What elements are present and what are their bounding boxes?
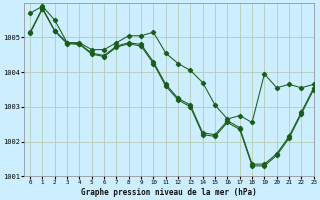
X-axis label: Graphe pression niveau de la mer (hPa): Graphe pression niveau de la mer (hPa) — [81, 188, 257, 197]
